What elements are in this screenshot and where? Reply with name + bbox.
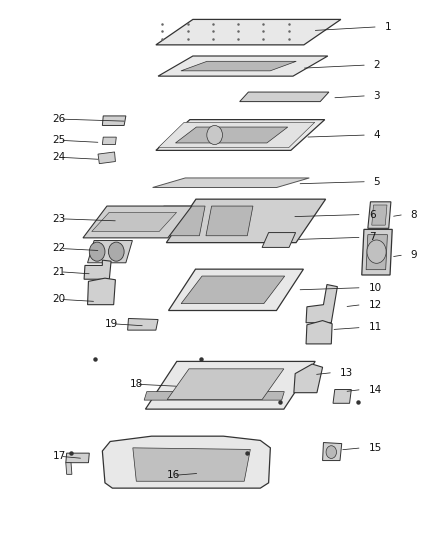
Polygon shape [66,463,72,474]
Polygon shape [262,232,296,247]
Polygon shape [158,122,315,148]
Circle shape [367,240,386,263]
Polygon shape [372,205,387,225]
Text: 2: 2 [374,60,380,70]
Text: 11: 11 [369,322,382,333]
Circle shape [89,242,105,261]
Polygon shape [181,61,296,71]
Polygon shape [306,285,337,322]
Text: 12: 12 [369,300,382,310]
Polygon shape [92,213,177,231]
Polygon shape [88,240,132,263]
Polygon shape [102,436,270,488]
Polygon shape [362,229,392,275]
Text: 7: 7 [369,232,376,243]
Polygon shape [156,119,325,150]
Text: 24: 24 [53,152,66,162]
Text: 22: 22 [53,244,66,254]
Polygon shape [88,278,116,305]
Polygon shape [144,392,284,400]
Polygon shape [240,92,329,102]
Text: 17: 17 [53,451,66,462]
Polygon shape [306,320,332,344]
Text: 5: 5 [374,176,380,187]
Text: 9: 9 [410,250,417,260]
Text: 1: 1 [385,22,391,32]
Text: 13: 13 [340,368,353,377]
Polygon shape [322,442,342,461]
Polygon shape [294,364,322,393]
Text: 23: 23 [53,214,66,224]
Polygon shape [152,178,309,188]
Polygon shape [102,116,126,125]
Polygon shape [133,448,251,481]
Polygon shape [83,206,192,238]
Polygon shape [333,390,351,403]
Polygon shape [169,269,304,311]
Text: 15: 15 [369,443,382,453]
Polygon shape [84,260,111,279]
Text: 26: 26 [53,114,66,124]
Text: 16: 16 [167,471,180,480]
Text: 20: 20 [53,294,66,304]
Polygon shape [206,206,253,236]
Polygon shape [102,137,116,144]
Polygon shape [166,199,325,243]
Polygon shape [158,206,205,236]
Polygon shape [176,127,288,143]
Polygon shape [158,56,328,76]
Circle shape [109,242,124,261]
Polygon shape [368,202,391,228]
Polygon shape [167,369,284,400]
Polygon shape [366,235,388,270]
Polygon shape [156,19,341,45]
Text: 6: 6 [369,209,376,220]
Circle shape [207,125,223,144]
Text: 18: 18 [130,379,143,389]
Text: 4: 4 [374,130,380,140]
Text: 21: 21 [53,267,66,277]
Circle shape [326,446,336,458]
Text: 14: 14 [369,384,382,394]
Polygon shape [181,276,285,304]
Text: 8: 8 [410,209,417,220]
Text: 25: 25 [53,135,66,146]
Polygon shape [66,453,89,463]
Polygon shape [127,318,158,330]
Text: 3: 3 [374,91,380,101]
Polygon shape [145,361,315,409]
Text: 10: 10 [369,282,382,293]
Polygon shape [98,152,116,164]
Text: 19: 19 [105,319,118,329]
